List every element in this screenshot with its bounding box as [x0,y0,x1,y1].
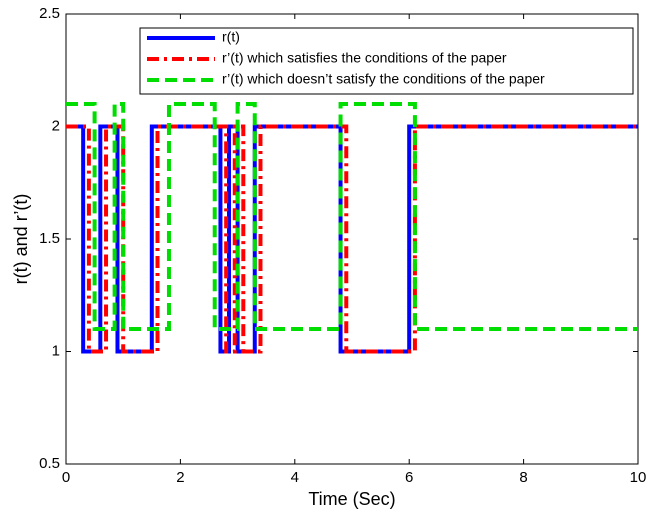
y-tick-label: 1 [52,342,60,359]
y-tick-label: 2 [52,117,60,134]
x-tick-label: 8 [519,469,527,486]
legend: r(t) r’(t) which satisfies the conditions… [139,27,634,95]
x-tick-label: 6 [405,469,413,486]
x-tick-label: 10 [630,469,647,486]
y-tick-label: 1.5 [39,230,60,247]
x-axis-label: Time (Sec) [308,489,395,509]
x-tick-label: 0 [62,469,70,486]
series-line [66,102,638,331]
legend-box [139,27,634,95]
legend-label: r(t) [222,29,240,45]
x-tick-label: 2 [176,469,184,486]
legend-label: r’(t) which doesn’t satisfy the conditio… [222,71,545,87]
y-tick-label: 0.5 [39,455,60,472]
x-tick-label: 4 [291,469,299,486]
legend-label: r’(t) which satisfies the conditions of … [222,50,507,66]
series-line [66,124,638,354]
y-axis-label: r(t) and r’(t) [11,194,31,285]
y-tick-label: 2.5 [39,5,60,22]
